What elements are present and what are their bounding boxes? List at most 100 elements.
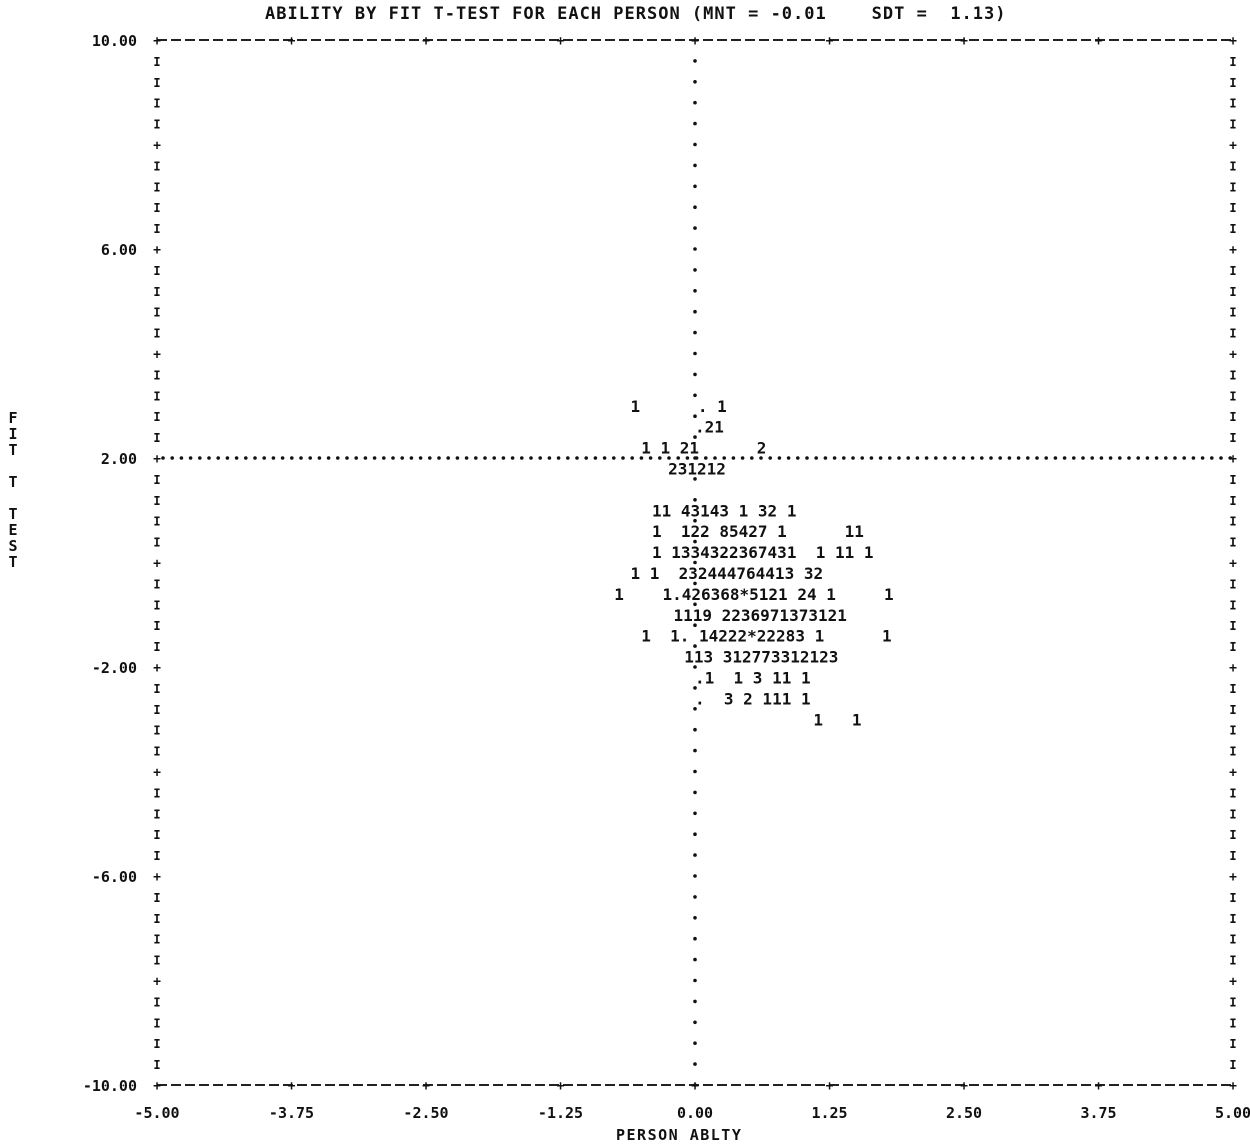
horizontal-reference-dot: [492, 456, 497, 460]
horizontal-reference-dot: [225, 456, 230, 460]
horizontal-reference-dot: [860, 456, 864, 460]
y-tick-label: -6.00: [92, 868, 137, 886]
horizontal-reference-dot: [1044, 456, 1048, 460]
left-border-mark: I: [153, 1037, 160, 1051]
vertical-reference-dot: [693, 748, 697, 753]
horizontal-reference-dot: [400, 456, 405, 460]
right-border-mark: I: [1229, 954, 1236, 968]
left-border-mark: I: [153, 954, 160, 968]
data-row: 11 43143 1 32 1: [652, 501, 797, 520]
right-border-mark: I: [1229, 285, 1236, 299]
right-border-mark: I: [1229, 577, 1236, 591]
horizontal-reference-dot: [409, 456, 414, 460]
horizontal-reference-dot: [234, 456, 239, 460]
right-border-mark: I: [1229, 368, 1236, 382]
horizontal-reference-dot: [244, 456, 248, 460]
left-border-mark: I: [153, 598, 160, 612]
horizontal-reference-dot: [952, 456, 956, 460]
data-row: 1119 2236971373121: [673, 606, 846, 625]
horizontal-reference-dot: [179, 456, 184, 460]
vertical-reference-dot: [693, 581, 697, 586]
horizontal-reference-dot: [363, 456, 368, 460]
horizontal-reference-dot: [934, 456, 938, 460]
horizontal-reference-dot: [878, 456, 883, 460]
horizontal-reference-dot: [299, 456, 303, 460]
horizontal-reference-dot: [777, 456, 782, 460]
right-border-mark: I: [1229, 598, 1236, 612]
horizontal-reference-dot: [1035, 456, 1039, 460]
y-tick-label: 2.00: [101, 450, 137, 468]
left-border-mark: +: [153, 243, 161, 258]
vertical-reference-dot: [693, 853, 697, 857]
horizontal-reference-dot: [428, 456, 432, 460]
right-border-mark: I: [1229, 389, 1236, 403]
horizontal-reference-dot: [888, 456, 892, 460]
horizontal-reference-dot: [529, 456, 533, 460]
left-border-mark: I: [153, 55, 160, 69]
left-border-mark: I: [153, 807, 160, 821]
horizontal-reference-dot: [731, 456, 736, 460]
right-border-mark: I: [1229, 745, 1236, 759]
left-border-mark: I: [153, 159, 160, 173]
horizontal-reference-dot: [253, 456, 257, 460]
horizontal-reference-dot: [1081, 456, 1085, 460]
horizontal-reference-dot: [372, 456, 377, 460]
left-border-mark: I: [153, 912, 160, 926]
x-tick-mark: +: [826, 34, 834, 49]
horizontal-reference-dot: [566, 456, 570, 460]
left-border-mark: I: [153, 682, 160, 696]
left-border-mark: I: [153, 473, 160, 487]
horizontal-reference-dot: [1016, 456, 1021, 460]
x-tick-mark: +: [1095, 34, 1103, 49]
vertical-reference-dot: [693, 372, 697, 377]
horizontal-reference-dot: [520, 456, 524, 460]
data-row: 113 312773312123: [684, 648, 838, 667]
horizontal-reference-dot: [648, 456, 653, 460]
vertical-reference-dot: [693, 1020, 697, 1025]
horizontal-reference-dot: [161, 456, 165, 460]
horizontal-reference-dot: [262, 456, 267, 460]
left-border-mark: I: [153, 640, 160, 654]
chart-title: ABILITY BY FIT T-TEST FOR EACH PERSON (M…: [265, 4, 1007, 24]
horizontal-reference-dot: [989, 456, 993, 460]
left-border-mark: I: [153, 368, 160, 382]
vertical-reference-dot: [693, 309, 697, 314]
left-border-mark: I: [153, 933, 160, 947]
vertical-reference-dot: [693, 184, 697, 189]
horizontal-reference-dot: [207, 456, 211, 460]
left-border-mark: I: [153, 995, 160, 1009]
x-tick-label: 0.00: [677, 1104, 713, 1122]
horizontal-reference-dot: [658, 456, 662, 460]
left-border-mark: I: [153, 786, 160, 800]
x-tick-label: -2.50: [403, 1104, 448, 1122]
vertical-reference-dot: [693, 351, 697, 356]
right-border-mark: I: [1229, 264, 1236, 278]
left-border-mark: +: [153, 557, 161, 572]
axis-ticks: + + -5.00 + + -3.75 + + -2.50 + + -1.25 + +0.00 + +1.25…: [83, 32, 1250, 1122]
right-border-mark: I: [1229, 55, 1236, 69]
left-border-mark: I: [153, 118, 160, 132]
left-border-mark: I: [153, 431, 160, 445]
y-tick-label: 10.00: [92, 32, 137, 50]
vertical-reference-dot: [693, 414, 697, 419]
horizontal-reference-dot: [694, 456, 699, 460]
right-border-mark: I: [1229, 515, 1236, 529]
left-border-mark: I: [153, 515, 160, 529]
vertical-reference-dot: [693, 121, 697, 126]
right-border-mark: I: [1229, 724, 1236, 738]
vertical-reference-dot: [693, 477, 697, 481]
right-border-mark: +: [1229, 139, 1237, 154]
y-tick-label: -2.00: [92, 659, 137, 677]
right-border-mark: +: [1229, 243, 1237, 258]
left-border-mark: I: [153, 201, 160, 215]
y-tick-label: -10.00: [83, 1077, 137, 1095]
horizontal-reference-dot: [869, 456, 874, 460]
vertical-reference-dot: [693, 790, 697, 795]
x-tick-label: 2.50: [946, 1104, 982, 1122]
right-border-mark: I: [1229, 912, 1236, 926]
left-border-mark: I: [153, 389, 160, 403]
horizontal-reference-dot: [980, 456, 984, 460]
right-border-mark: I: [1229, 1058, 1236, 1072]
horizontal-reference-dot: [418, 456, 423, 460]
